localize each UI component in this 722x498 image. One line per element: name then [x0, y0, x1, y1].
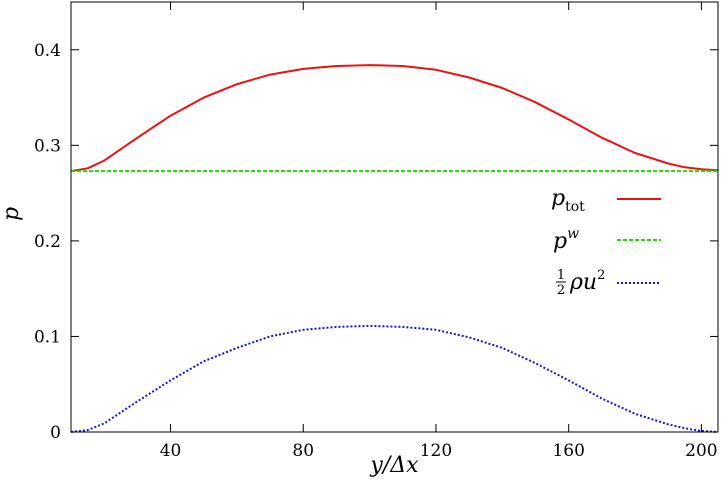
y-tick-label: 0.3	[34, 136, 61, 156]
legend-label-pw: pw	[553, 226, 579, 254]
y-tick-label: 0.1	[34, 327, 61, 347]
fraction-numerator: 1	[557, 268, 565, 283]
legend-label-kinetic: ρu2	[569, 268, 605, 295]
y-tick-label: 0	[50, 423, 61, 443]
legend-fraction-half: 1 2	[556, 268, 566, 298]
legend: ptot pw 1 2 ρu2	[551, 186, 661, 298]
legend-entry-ptot: ptot	[551, 186, 661, 215]
x-tick-label: 200	[685, 441, 717, 461]
legend-entry-pw: pw	[553, 226, 661, 254]
series-layer	[70, 64, 719, 433]
series-line-2	[70, 324, 719, 433]
legend-label-ptot: ptot	[551, 186, 585, 215]
y-axis-label: p	[0, 207, 24, 221]
x-tick-label: 40	[160, 441, 182, 461]
ticks-layer	[71, 2, 718, 433]
x-tick-label: 160	[552, 441, 584, 461]
x-tick-label: 80	[292, 441, 314, 461]
tick-labels-layer: 40 80 120 160 200 0 0.1 0.2 0.3 0.4	[34, 41, 718, 461]
legend-entry-kinetic: 1 2 ρu2	[556, 268, 661, 298]
plot-frame	[70, 1, 719, 433]
x-tick-label: 120	[420, 441, 452, 461]
series-line-0	[70, 64, 719, 173]
x-axis-label: y/Δx	[369, 453, 419, 478]
fraction-denominator: 2	[557, 283, 565, 298]
y-tick-label: 0.4	[34, 41, 61, 61]
y-tick-label: 0.2	[34, 232, 61, 252]
